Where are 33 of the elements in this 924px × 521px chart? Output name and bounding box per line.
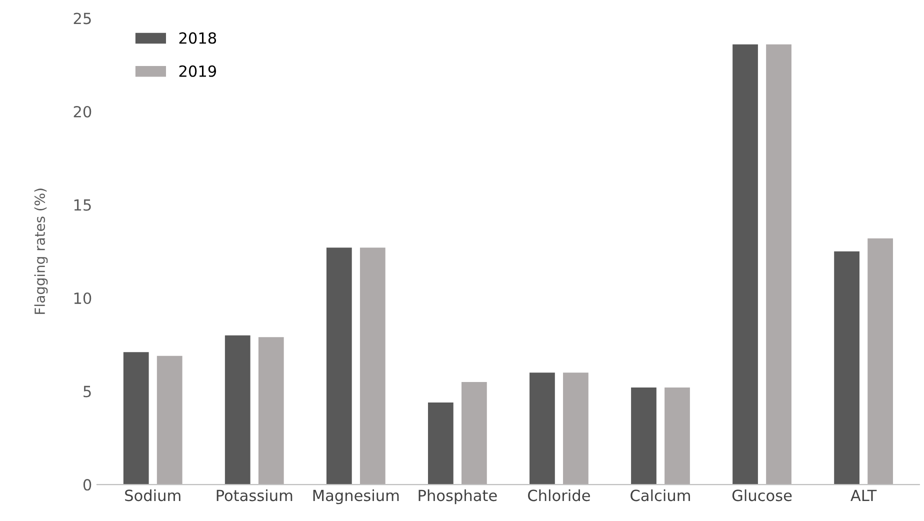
x-tick-label: Glucose xyxy=(732,489,792,502)
bar xyxy=(664,388,690,485)
y-tick-label: 15 xyxy=(74,199,91,211)
bar xyxy=(462,382,487,485)
y-axis-title: Flagging rates (%) xyxy=(34,188,48,314)
bar xyxy=(530,372,555,485)
y-tick-label: 0 xyxy=(83,478,92,491)
x-tick-label: Phosphate xyxy=(418,489,497,504)
x-tick-label: Calcium xyxy=(630,489,690,502)
bar xyxy=(631,388,656,485)
y-tick-label: 5 xyxy=(84,386,91,398)
bar xyxy=(156,356,182,485)
bar xyxy=(563,372,588,485)
bar xyxy=(766,44,792,485)
x-tick-label: Potassium xyxy=(216,489,292,502)
bar xyxy=(224,335,250,485)
legend-label: 2019 xyxy=(179,65,216,77)
bar xyxy=(834,251,860,485)
y-tick-label: 25 xyxy=(74,12,91,24)
x-tick-label: Sodium xyxy=(125,489,180,502)
y-tick-label: 10 xyxy=(74,292,92,304)
bar xyxy=(326,248,352,485)
bar xyxy=(360,248,386,485)
x-tick-label: Chloride xyxy=(528,489,590,502)
y-tick-label: 20 xyxy=(74,106,92,118)
bar xyxy=(123,352,149,485)
x-tick-label: Magnesium xyxy=(313,489,399,504)
legend-label: 2018 xyxy=(179,32,216,44)
bar xyxy=(258,337,284,485)
x-tick-label: ALT xyxy=(850,490,877,501)
bar xyxy=(868,238,893,485)
bar xyxy=(732,44,758,485)
bar xyxy=(428,402,454,485)
